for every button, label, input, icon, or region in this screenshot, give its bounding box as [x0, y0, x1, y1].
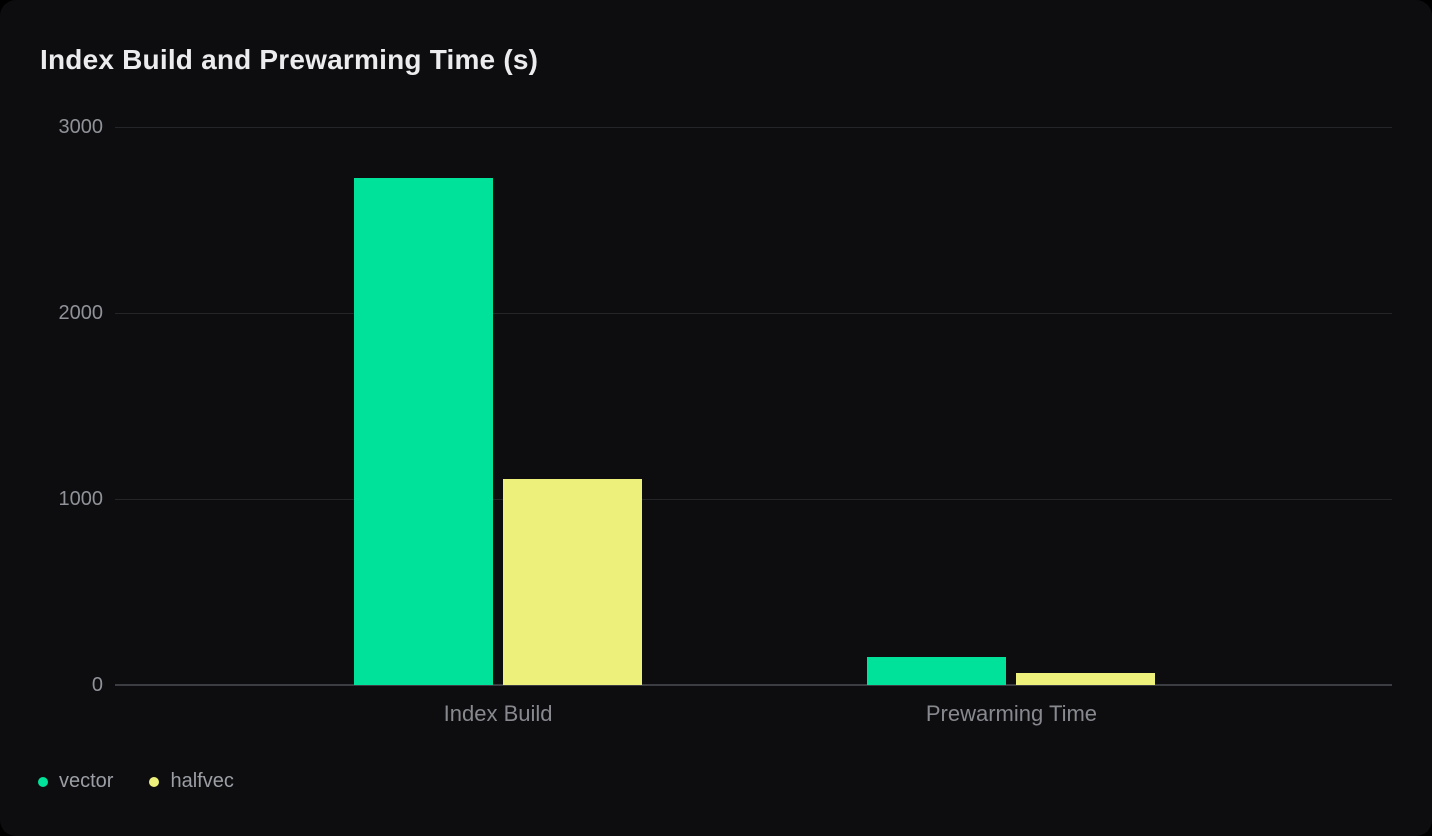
legend: vector halfvec	[38, 770, 234, 793]
chart-title: Index Build and Prewarming Time (s)	[40, 44, 539, 75]
x-category-label-index-build: Index Build	[443, 701, 553, 726]
y-tick-label-1000: 1000	[58, 488, 104, 510]
gridline-2000	[115, 313, 1392, 314]
bar-halfvec-prewarming-time[interactable]	[1016, 672, 1156, 685]
legend-item-halfvec[interactable]: halfvec	[149, 770, 234, 793]
y-tick-label-3000: 3000	[58, 116, 104, 138]
legend-label-halfvec: halfvec	[170, 770, 234, 792]
y-tick-label-0: 0	[91, 674, 103, 696]
legend-item-vector[interactable]: vector	[38, 770, 113, 793]
y-tick-label-2000: 2000	[58, 302, 104, 324]
gridline-1000	[115, 499, 1392, 500]
gridline-3000	[115, 127, 1392, 128]
x-axis-baseline	[115, 684, 1392, 686]
bar-vector-prewarming-time[interactable]	[867, 657, 1007, 685]
x-category-label-prewarming-time: Prewarming Time	[925, 701, 1098, 726]
bar-halfvec-index-build[interactable]	[503, 479, 643, 685]
legend-label-vector: vector	[59, 770, 114, 792]
plot-area	[115, 127, 1392, 686]
bar-vector-index-build[interactable]	[354, 178, 494, 685]
legend-dot-vector	[38, 776, 48, 787]
legend-dot-halfvec	[149, 776, 160, 787]
